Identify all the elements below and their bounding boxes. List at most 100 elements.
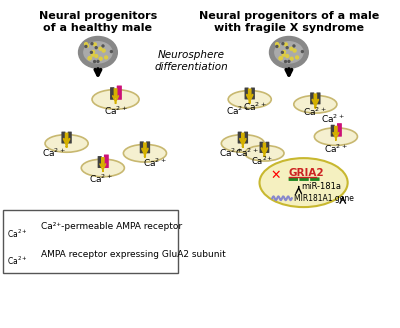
FancyBboxPatch shape xyxy=(265,142,269,153)
Circle shape xyxy=(94,61,96,63)
Circle shape xyxy=(93,43,96,46)
Circle shape xyxy=(95,47,97,49)
Circle shape xyxy=(90,51,92,53)
FancyBboxPatch shape xyxy=(3,210,178,273)
Text: Neurosphere
differentiation: Neurosphere differentiation xyxy=(154,51,228,72)
FancyBboxPatch shape xyxy=(110,87,114,100)
Text: ✕: ✕ xyxy=(271,169,282,182)
Circle shape xyxy=(293,45,295,47)
Text: Ca$^{2+}$: Ca$^{2+}$ xyxy=(219,147,243,159)
Text: Ca$^{2+}$: Ca$^{2+}$ xyxy=(304,106,327,118)
FancyBboxPatch shape xyxy=(260,142,264,153)
Circle shape xyxy=(284,43,287,46)
Ellipse shape xyxy=(92,90,139,109)
Circle shape xyxy=(91,53,94,56)
Ellipse shape xyxy=(81,159,124,177)
Ellipse shape xyxy=(260,158,348,207)
Text: MIR181A1 gene: MIR181A1 gene xyxy=(294,194,354,203)
Ellipse shape xyxy=(11,248,38,260)
Ellipse shape xyxy=(270,36,308,68)
Text: Ca$^{2+}$: Ca$^{2+}$ xyxy=(243,101,266,113)
Circle shape xyxy=(105,56,108,59)
FancyBboxPatch shape xyxy=(314,93,317,103)
Text: Ca$^{2+}$: Ca$^{2+}$ xyxy=(324,142,348,154)
Circle shape xyxy=(99,47,102,50)
FancyBboxPatch shape xyxy=(23,219,26,227)
FancyBboxPatch shape xyxy=(289,177,298,181)
FancyBboxPatch shape xyxy=(310,177,320,181)
FancyBboxPatch shape xyxy=(146,141,150,153)
Text: Ca$^{2+}$: Ca$^{2+}$ xyxy=(7,255,28,267)
Ellipse shape xyxy=(275,42,303,63)
Circle shape xyxy=(91,43,93,45)
FancyBboxPatch shape xyxy=(20,218,24,227)
Circle shape xyxy=(282,51,286,53)
Circle shape xyxy=(281,51,283,53)
Text: AMPA receptor expressing GluA2 subunit: AMPA receptor expressing GluA2 subunit xyxy=(41,250,226,258)
FancyBboxPatch shape xyxy=(241,133,245,143)
Ellipse shape xyxy=(123,144,166,162)
FancyBboxPatch shape xyxy=(143,142,147,152)
Text: Ca$^{2+}$: Ca$^{2+}$ xyxy=(226,105,250,117)
FancyBboxPatch shape xyxy=(68,132,72,144)
Circle shape xyxy=(279,57,282,60)
Circle shape xyxy=(282,53,285,56)
Text: Ca$^{2+}$: Ca$^{2+}$ xyxy=(143,157,166,169)
Text: Ca$^{2+}$: Ca$^{2+}$ xyxy=(321,113,345,125)
FancyBboxPatch shape xyxy=(263,143,266,152)
Text: Ca$^{2+}$: Ca$^{2+}$ xyxy=(7,227,28,240)
Circle shape xyxy=(85,46,87,48)
Circle shape xyxy=(92,51,94,53)
Ellipse shape xyxy=(221,134,264,152)
Circle shape xyxy=(86,44,88,47)
Circle shape xyxy=(301,51,303,52)
FancyBboxPatch shape xyxy=(101,157,105,167)
Ellipse shape xyxy=(78,36,117,68)
Text: Neural progenitors
of a healthy male: Neural progenitors of a healthy male xyxy=(39,11,157,33)
Text: Ca$^{2+}$: Ca$^{2+}$ xyxy=(104,105,128,117)
FancyBboxPatch shape xyxy=(316,92,320,104)
FancyBboxPatch shape xyxy=(244,88,249,99)
FancyBboxPatch shape xyxy=(244,132,248,144)
Circle shape xyxy=(89,56,92,59)
Text: Ca²⁺-permeable AMPA receptor: Ca²⁺-permeable AMPA receptor xyxy=(41,222,182,231)
FancyBboxPatch shape xyxy=(62,132,66,144)
Ellipse shape xyxy=(84,42,112,63)
Circle shape xyxy=(290,57,293,60)
Ellipse shape xyxy=(314,128,358,145)
FancyBboxPatch shape xyxy=(98,156,102,168)
Text: GRIA2: GRIA2 xyxy=(289,168,324,178)
Circle shape xyxy=(293,49,296,52)
Ellipse shape xyxy=(11,221,38,233)
Text: Ca$^{2+}$: Ca$^{2+}$ xyxy=(235,147,259,159)
FancyBboxPatch shape xyxy=(23,246,26,254)
FancyBboxPatch shape xyxy=(117,86,122,100)
Text: Ca$^{2+}$: Ca$^{2+}$ xyxy=(251,155,274,167)
Ellipse shape xyxy=(45,134,88,152)
FancyBboxPatch shape xyxy=(334,126,338,136)
FancyBboxPatch shape xyxy=(65,133,68,143)
Circle shape xyxy=(296,56,298,59)
Circle shape xyxy=(290,47,293,50)
FancyBboxPatch shape xyxy=(251,88,255,99)
FancyBboxPatch shape xyxy=(140,141,144,153)
Text: miR-181a: miR-181a xyxy=(302,182,342,191)
FancyBboxPatch shape xyxy=(337,123,342,137)
Circle shape xyxy=(288,60,290,62)
Circle shape xyxy=(97,60,99,62)
Circle shape xyxy=(286,54,289,57)
Circle shape xyxy=(286,47,288,49)
FancyBboxPatch shape xyxy=(238,132,242,144)
FancyBboxPatch shape xyxy=(25,218,28,227)
Circle shape xyxy=(284,61,286,63)
Circle shape xyxy=(110,51,112,52)
Circle shape xyxy=(99,57,102,60)
FancyBboxPatch shape xyxy=(331,125,335,137)
Circle shape xyxy=(85,43,88,46)
Circle shape xyxy=(276,43,278,46)
Text: Ca$^{2+}$: Ca$^{2+}$ xyxy=(89,173,113,185)
FancyBboxPatch shape xyxy=(310,92,314,104)
Circle shape xyxy=(280,56,282,59)
FancyBboxPatch shape xyxy=(25,244,29,255)
Text: Neural progenitors of a male
with fragile X syndrome: Neural progenitors of a male with fragil… xyxy=(199,11,379,33)
